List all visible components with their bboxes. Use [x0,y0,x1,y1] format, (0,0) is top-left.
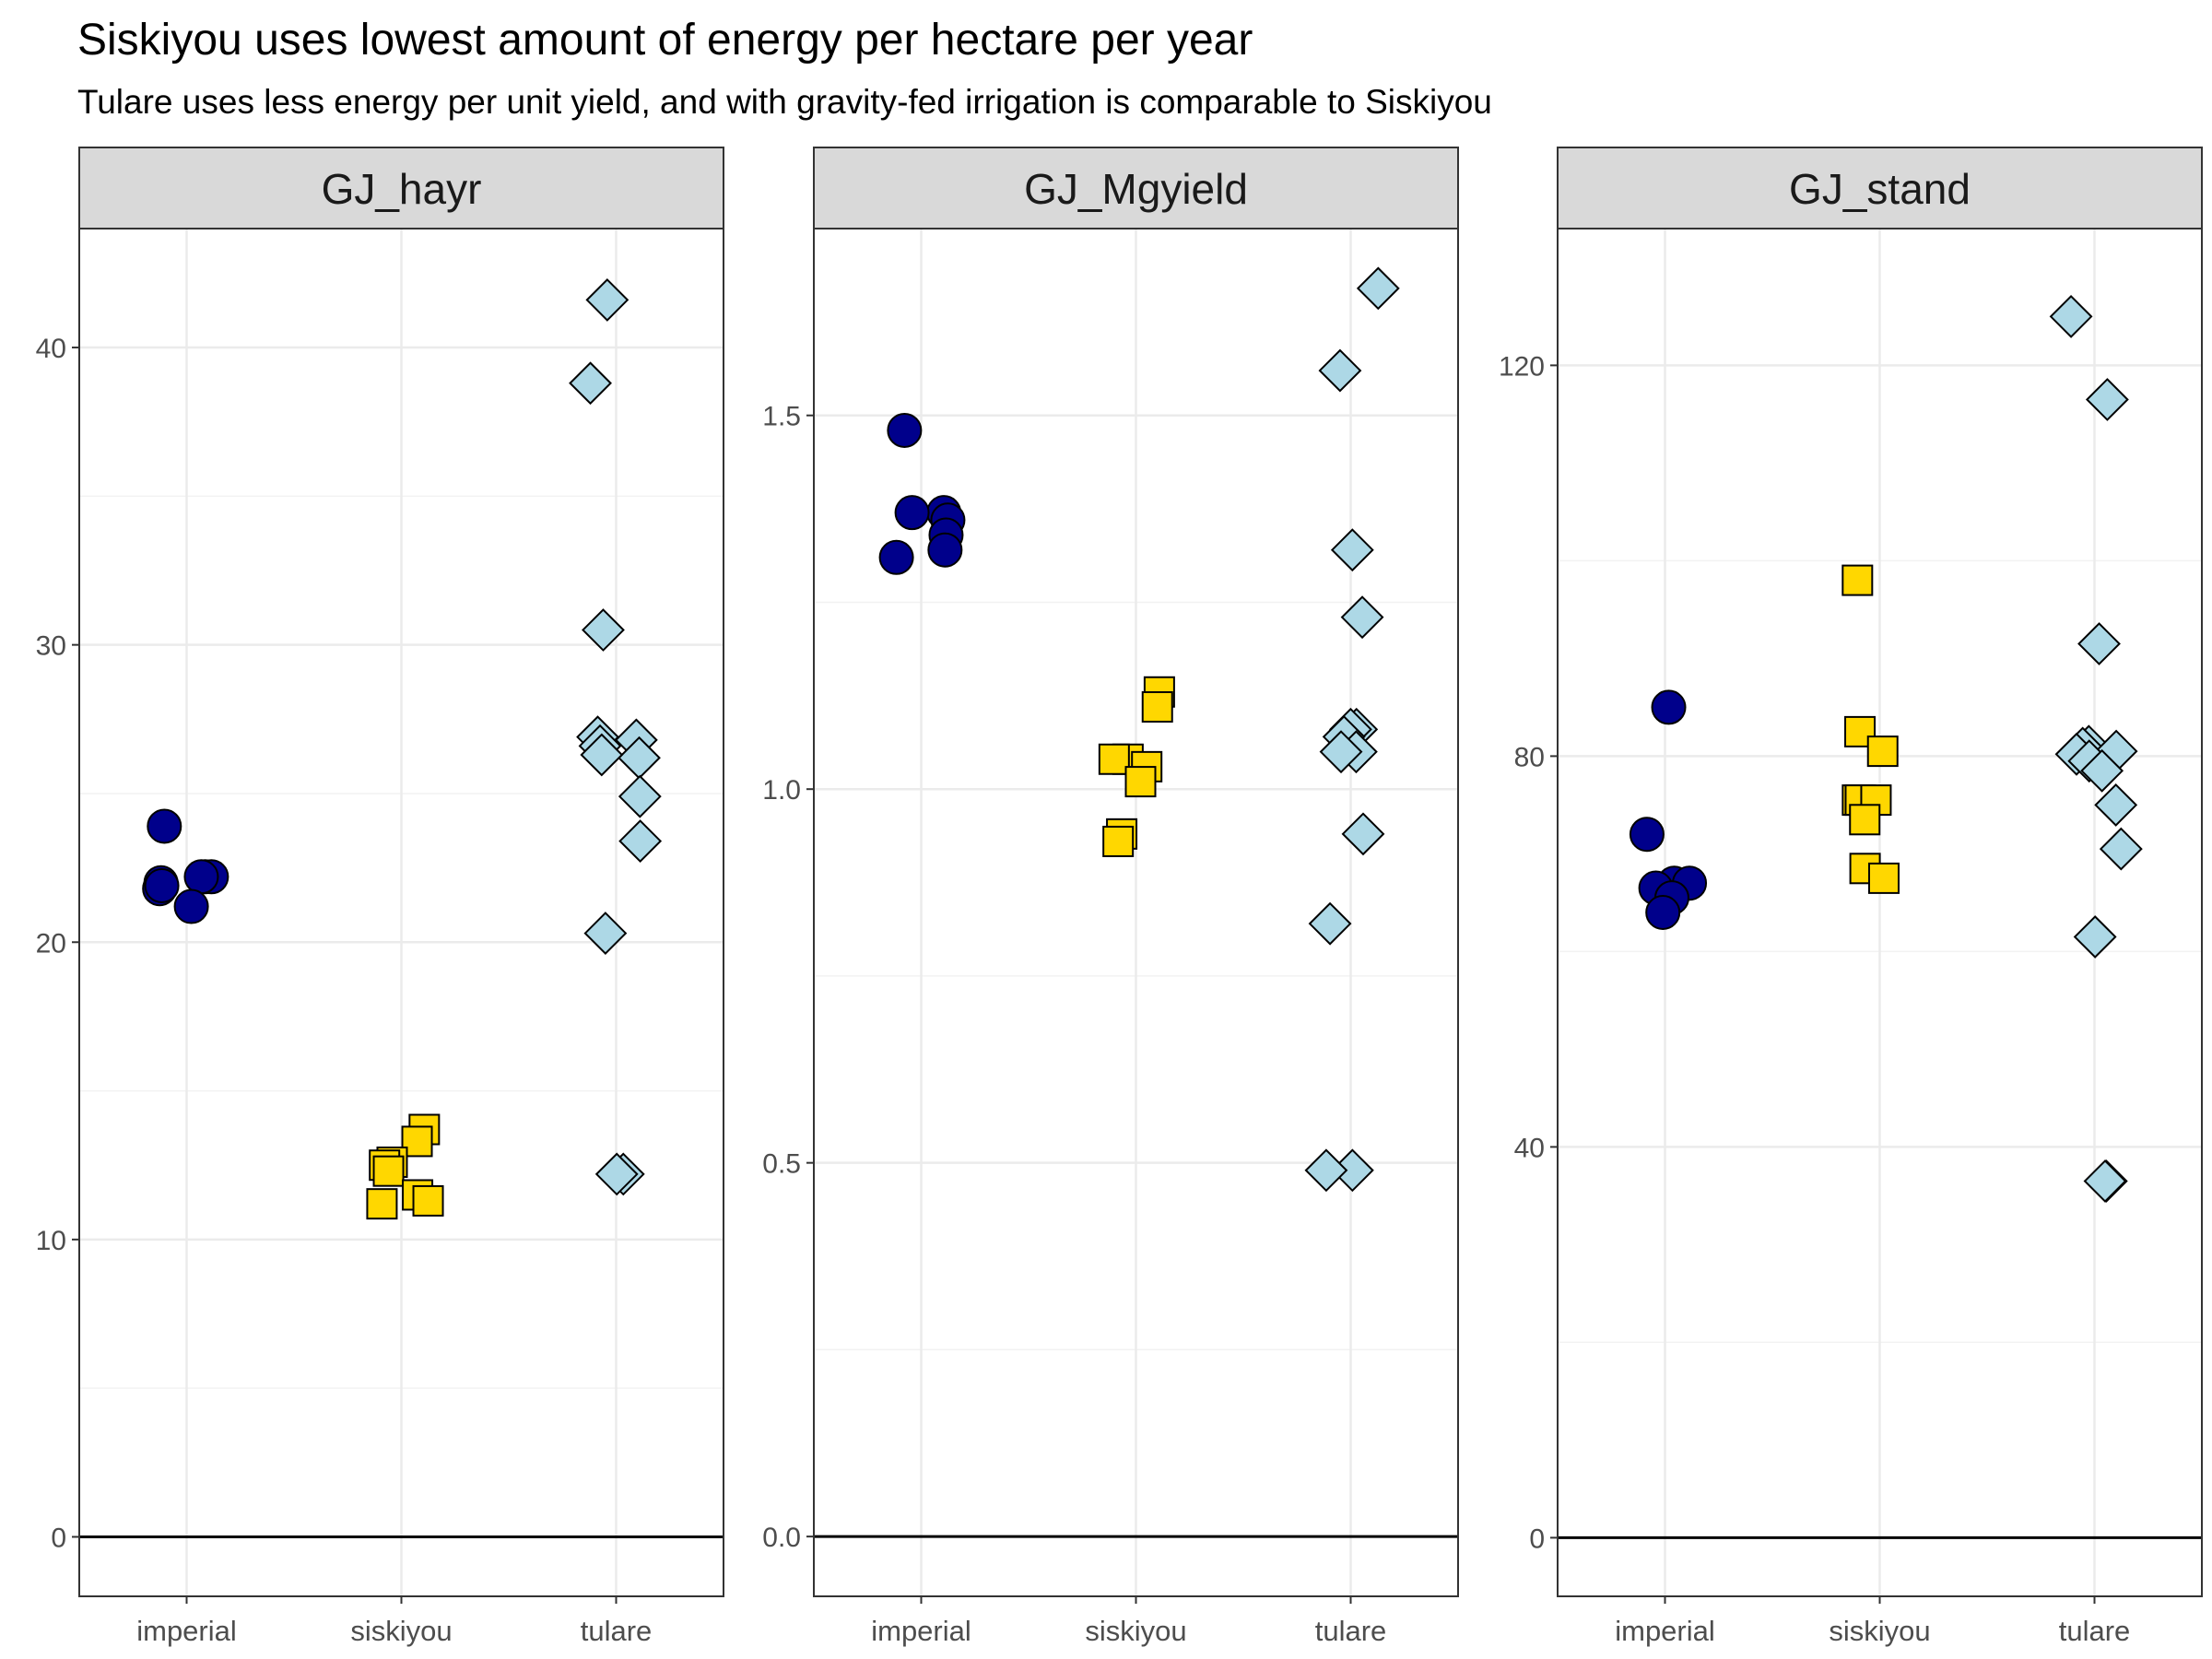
y-tick-label: 10 [36,1226,66,1256]
data-point-siskiyou [1849,804,1881,836]
data-point-tulare [1356,266,1400,311]
y-tick-label: 80 [1514,742,1545,772]
x-tick-label: tulare [2059,1615,2131,1647]
x-tick-label: tulare [1315,1615,1387,1647]
y-tick-label: 40 [1514,1133,1545,1163]
data-point-siskiyou [412,1184,444,1217]
data-point-siskiyou [1098,743,1130,775]
data-point-imperial [894,495,930,531]
data-point-tulare [569,361,612,406]
x-tick-label: siskiyou [350,1615,452,1647]
data-point-siskiyou [1841,564,1874,596]
data-point-tulare [2073,915,2117,959]
data-point-siskiyou [366,1188,398,1220]
chart-title: Siskiyou uses lowest amount of energy pe… [77,16,1253,65]
data-point-tulare [583,912,628,955]
data-point-tulare [582,608,625,652]
data-point-imperial [183,859,219,895]
data-point-siskiyou [1102,825,1135,857]
data-point-tulare [618,774,662,818]
data-point-tulare [2099,827,2143,871]
data-point-siskiyou [1867,862,1900,894]
x-tick-label: siskiyou [1085,1615,1186,1647]
data-point-tulare [580,733,624,777]
data-point-tulare [1341,812,1385,856]
y-tick-label: 30 [36,631,66,662]
data-point-tulare [1340,595,1384,640]
y-tick-label: 20 [36,928,66,959]
data-point-tulare [2085,378,2129,421]
y-tick-label: 0 [51,1523,66,1553]
data-point-siskiyou [372,1155,405,1187]
data-point-tulare [594,1152,639,1196]
data-point-imperial [1645,895,1681,930]
data-point-siskiyou [401,1125,433,1158]
y-tick-label: 1.0 [762,775,801,806]
data-point-tulare [2094,782,2138,827]
data-point-imperial [927,532,963,568]
data-point-imperial [1629,817,1665,853]
data-point-siskiyou [1124,766,1157,798]
y-tick-label: 0 [1529,1524,1545,1554]
y-tick-label: 0.5 [762,1149,801,1180]
panel-GJ_hayr: 0 10 20 30 40 GJ_hayr imperial siskiyou tulare [36,147,724,1647]
facet-strip [1557,147,2203,229]
panel-GJ_Mgyield: 0.0 0.5 1.0 1.5 GJ_Mgyield imperial siskiyou tu… [762,147,1459,1647]
data-point-tulare [618,819,663,863]
data-point-tulare [1304,1148,1348,1193]
chart-subtitle: Tulare uses less energy per unit yield, … [77,83,1492,121]
x-tick-label: imperial [871,1615,971,1647]
data-point-imperial [144,867,180,903]
data-point-imperial [147,808,182,844]
data-point-imperial [1651,689,1687,725]
data-point-siskiyou [1141,690,1173,723]
x-tick-label: imperial [136,1615,237,1647]
data-point-tulare [2083,1159,2127,1203]
data-point-tulare [2077,622,2121,665]
facet-strip [813,147,1459,229]
data-point-imperial [173,888,209,924]
data-point-tulare [2080,748,2124,793]
y-tick-label: 40 [36,334,66,364]
x-tick-label: tulare [581,1615,653,1647]
data-point-tulare [1330,528,1374,572]
data-point-tulare [2049,294,2093,338]
data-point-tulare [585,278,629,322]
facet-strip-label: GJ_hayr [322,165,482,213]
data-point-tulare [1319,730,1363,774]
data-point-imperial [887,412,923,448]
panel-GJ_stand: 0 40 80 120 GJ_stand imperial siskiyou tulare [1499,147,2203,1647]
y-tick-label: 1.5 [762,402,801,432]
data-point-imperial [878,539,914,575]
facet-strip-label: GJ_stand [1789,165,1971,213]
y-tick-label: 120 [1499,351,1545,382]
facet-strip-label: GJ_Mgyield [1024,165,1248,213]
y-tick-label: 0.0 [762,1523,801,1553]
data-point-tulare [1308,901,1352,946]
data-point-siskiyou [1866,735,1899,768]
x-tick-label: siskiyou [1829,1615,1930,1647]
x-tick-label: imperial [1615,1615,1715,1647]
facet-strip [78,147,724,229]
data-point-tulare [1318,348,1362,393]
